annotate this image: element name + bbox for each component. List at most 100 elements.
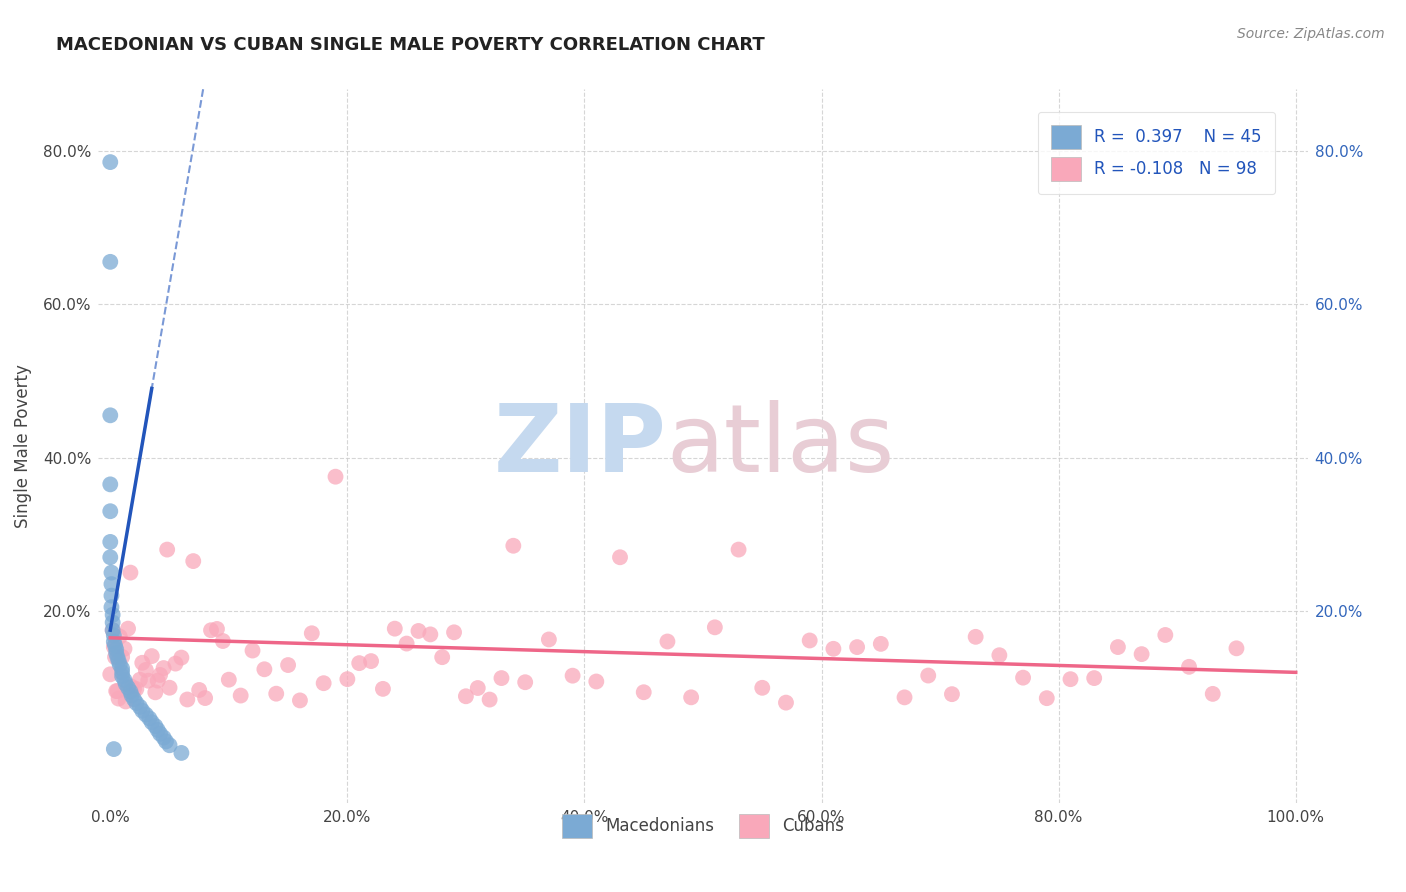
Point xyxy=(117,622,139,636)
Point xyxy=(101,615,124,630)
Point xyxy=(218,673,240,687)
Point xyxy=(98,255,121,269)
Point xyxy=(312,676,335,690)
Point xyxy=(609,550,631,565)
Point xyxy=(121,680,143,694)
Point xyxy=(515,675,537,690)
Point xyxy=(104,650,127,665)
Point xyxy=(561,668,583,682)
Point xyxy=(98,550,121,565)
Point xyxy=(108,657,131,672)
Text: Source: ZipAtlas.com: Source: ZipAtlas.com xyxy=(1237,27,1385,41)
Point xyxy=(146,723,169,737)
Point xyxy=(277,658,299,673)
Point xyxy=(131,704,153,718)
Point xyxy=(200,624,222,638)
Point xyxy=(141,715,163,730)
Point xyxy=(846,640,869,654)
Point xyxy=(101,623,124,637)
Point xyxy=(751,681,773,695)
Point xyxy=(360,654,382,668)
Point xyxy=(135,663,157,677)
Point xyxy=(98,535,121,549)
Point xyxy=(149,668,172,682)
Point xyxy=(657,634,679,648)
Point xyxy=(1059,672,1081,686)
Point xyxy=(114,677,136,691)
Text: atlas: atlas xyxy=(666,400,896,492)
Point xyxy=(170,746,193,760)
Point xyxy=(537,632,560,647)
Point xyxy=(941,687,963,701)
Point xyxy=(1012,671,1035,685)
Point xyxy=(301,626,323,640)
Point xyxy=(159,681,181,695)
Point xyxy=(100,589,122,603)
Point xyxy=(229,689,252,703)
Point xyxy=(502,539,524,553)
Point xyxy=(347,656,370,670)
Point xyxy=(212,634,235,648)
Point xyxy=(149,727,172,741)
Point xyxy=(159,738,181,752)
Point xyxy=(1202,687,1225,701)
Point xyxy=(395,636,418,650)
Point xyxy=(100,566,122,580)
Text: ZIP: ZIP xyxy=(494,400,666,492)
Point xyxy=(467,681,489,695)
Point xyxy=(242,643,264,657)
Point xyxy=(136,673,159,688)
Point xyxy=(1154,628,1177,642)
Point xyxy=(122,682,145,697)
Point xyxy=(125,681,148,696)
Point xyxy=(170,650,193,665)
Point xyxy=(143,685,166,699)
Point xyxy=(491,671,513,685)
Point xyxy=(325,469,347,483)
Point xyxy=(120,684,142,698)
Point xyxy=(98,477,121,491)
Point xyxy=(155,734,177,748)
Point xyxy=(264,687,287,701)
Point xyxy=(105,646,128,660)
Point xyxy=(111,649,134,664)
Point xyxy=(176,692,198,706)
Point xyxy=(965,630,987,644)
Point xyxy=(98,409,121,423)
Point xyxy=(288,693,311,707)
Point xyxy=(703,620,725,634)
Point xyxy=(107,654,129,668)
Point xyxy=(181,554,204,568)
Point xyxy=(111,669,134,683)
Point xyxy=(893,690,915,705)
Point xyxy=(432,650,454,665)
Point xyxy=(775,696,797,710)
Point xyxy=(727,542,749,557)
Point xyxy=(117,681,139,695)
Point xyxy=(988,648,1011,663)
Point xyxy=(100,577,122,591)
Point xyxy=(371,681,394,696)
Point xyxy=(146,673,169,688)
Point xyxy=(105,650,128,665)
Text: MACEDONIAN VS CUBAN SINGLE MALE POVERTY CORRELATION CHART: MACEDONIAN VS CUBAN SINGLE MALE POVERTY … xyxy=(56,36,765,54)
Point xyxy=(205,622,228,636)
Point xyxy=(138,711,160,725)
Point xyxy=(103,628,125,642)
Point xyxy=(869,637,891,651)
Point xyxy=(129,673,152,687)
Point xyxy=(114,673,136,687)
Point xyxy=(105,684,128,698)
Point xyxy=(194,691,217,706)
Point xyxy=(1130,647,1153,661)
Point xyxy=(1036,691,1059,706)
Point xyxy=(336,672,359,686)
Point xyxy=(108,630,131,644)
Point xyxy=(384,622,406,636)
Point xyxy=(408,624,430,638)
Point xyxy=(101,607,124,622)
Point xyxy=(125,696,148,710)
Point xyxy=(135,707,157,722)
Point xyxy=(823,641,845,656)
Point xyxy=(141,649,163,664)
